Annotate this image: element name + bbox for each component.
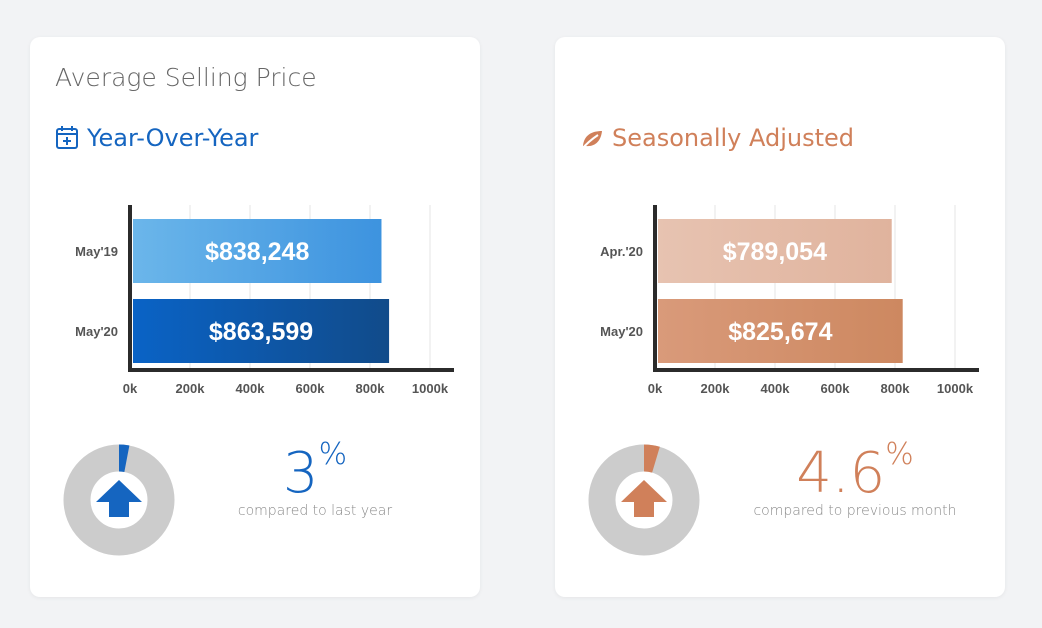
x-tick-label: 200k xyxy=(176,381,206,396)
x-tick-label: 0k xyxy=(123,381,138,396)
seasonal-heading: Seasonally Adjusted xyxy=(580,124,854,156)
change-caption: compared to previous month xyxy=(753,503,957,519)
x-tick-label: 200k xyxy=(701,381,731,396)
x-axis xyxy=(128,368,454,372)
donut-fill xyxy=(643,444,660,473)
bar-value-label: $863,599 xyxy=(209,318,313,346)
x-tick-label: 600k xyxy=(821,381,851,396)
section-label: Seasonally Adjusted xyxy=(612,124,855,152)
seasonal-bar-chart: 0k 200k 400k 600k 800k 1000k $789,054 Apr.'20 $8… xyxy=(600,205,979,396)
x-tick-label: 400k xyxy=(761,381,791,396)
yoy-change-donut xyxy=(63,444,175,556)
y-axis xyxy=(128,205,132,372)
x-tick-label: 400k xyxy=(236,381,266,396)
section-label: Year-Over-Year xyxy=(87,124,259,152)
bar-value-label: $825,674 xyxy=(728,318,832,346)
change-value: 4.6 xyxy=(796,441,886,506)
x-tick-label: 1000k xyxy=(937,381,974,396)
yoy-heading: Year-Over-Year xyxy=(55,124,258,156)
x-tick-label: 600k xyxy=(296,381,326,396)
donut-fill xyxy=(118,444,130,473)
leaf-icon xyxy=(580,128,604,156)
bar xyxy=(133,219,382,283)
percent-symbol: % xyxy=(318,437,348,472)
seasonal-card: Seasonally Adjusted 0k 200k 400k 600k 800k 10… xyxy=(555,37,1005,597)
x-tick-label: 0k xyxy=(648,381,663,396)
bar xyxy=(658,219,892,283)
percent-symbol: % xyxy=(885,437,914,472)
yoy-bar-chart: 0k 200k 400k 600k 800k 1000k $838,248 May'19 $86… xyxy=(75,205,454,396)
yoy-change: 3% compared to last year xyxy=(205,437,425,519)
category-label: Apr.'20 xyxy=(600,244,643,259)
category-label: May'20 xyxy=(75,324,118,339)
category-label: May'20 xyxy=(600,324,643,339)
bar-value-label: $789,054 xyxy=(723,238,827,266)
x-tick-label: 800k xyxy=(881,381,911,396)
change-value: 3 xyxy=(282,441,319,506)
change-caption: compared to last year xyxy=(237,503,393,519)
card-title: Average Selling Price xyxy=(55,63,317,92)
x-tick-label: 800k xyxy=(356,381,386,396)
yoy-card: Average Selling Price Year-Over-Year 0k 2… xyxy=(30,37,480,597)
seasonal-change: 4.6% compared to previous month xyxy=(735,437,975,519)
arrow-up-icon xyxy=(621,480,667,517)
y-axis xyxy=(653,205,657,372)
x-axis xyxy=(653,368,979,372)
bar xyxy=(133,299,390,363)
bar xyxy=(658,299,903,363)
seasonal-change-donut xyxy=(588,444,700,556)
bar-value-label: $838,248 xyxy=(205,238,309,266)
arrow-up-icon xyxy=(96,480,142,517)
x-tick-label: 1000k xyxy=(412,381,449,396)
calendar-plus-icon xyxy=(55,124,79,156)
category-label: May'19 xyxy=(75,244,118,259)
